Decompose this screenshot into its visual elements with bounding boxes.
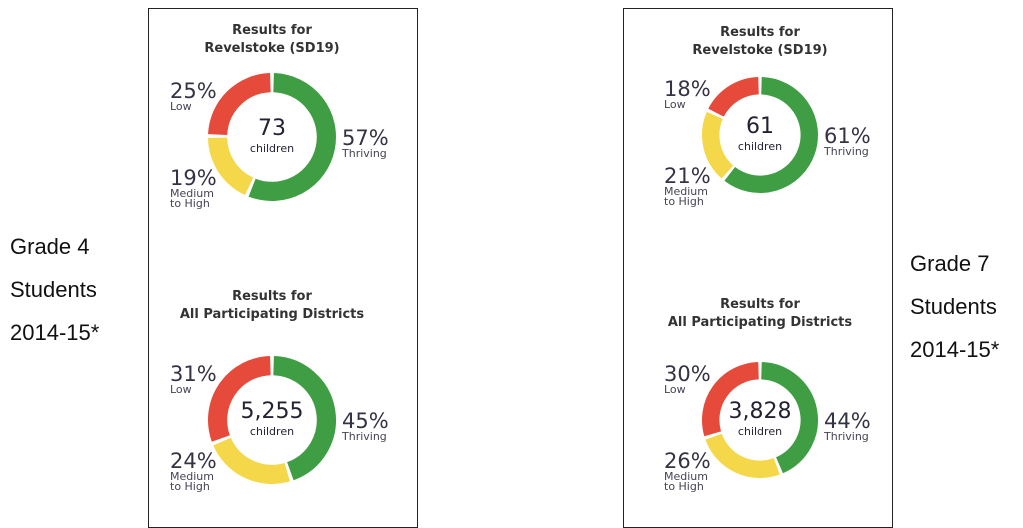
value-label: 25%	[170, 79, 217, 103]
category-label: Low	[170, 100, 192, 113]
donut-segment	[208, 137, 254, 196]
side-label: Students	[10, 277, 97, 302]
value-label: 21%	[664, 164, 711, 188]
donuts	[208, 73, 818, 484]
donut-segment	[213, 437, 290, 484]
category-label: Thriving	[824, 430, 869, 443]
category-label: Medium to High	[170, 187, 214, 210]
category-label: Medium to High	[664, 185, 708, 208]
center-total: 61	[746, 114, 774, 139]
center-total: 5,255	[240, 399, 304, 424]
category-label: Thriving	[342, 430, 387, 443]
donut-segment	[724, 77, 818, 193]
category-label: Thriving	[824, 145, 869, 158]
donut-segment	[702, 362, 760, 437]
chart-title: All Participating Districts	[667, 315, 853, 330]
chart-title: Results for	[232, 289, 312, 304]
donut-segment	[208, 356, 272, 442]
donut-segment	[705, 433, 780, 478]
donut-segment	[248, 73, 336, 201]
value-label: 19%	[170, 166, 217, 190]
center-unit: children	[249, 142, 295, 155]
center-total: 73	[258, 116, 286, 141]
value-label: 18%	[664, 77, 711, 101]
chart-title: Revelstoke (SD19)	[204, 41, 340, 56]
chart-title: Results for	[232, 23, 312, 38]
side-label: Grade 4	[10, 234, 90, 259]
category-label: Low	[170, 383, 192, 396]
chart-title: Results for	[720, 297, 800, 312]
value-label: 31%	[170, 362, 217, 386]
value-label: 45%	[342, 409, 389, 433]
side-label: Grade 7	[910, 251, 990, 276]
side-label: 2014-15*	[910, 337, 1000, 362]
value-label: 30%	[664, 362, 711, 386]
chart-title: Revelstoke (SD19)	[692, 43, 828, 58]
chart-title: Results for	[720, 25, 800, 40]
donut-segment	[708, 77, 760, 117]
donut-segment	[760, 362, 818, 474]
center-unit: children	[737, 140, 783, 153]
category-label: Low	[664, 98, 686, 111]
category-label: Low	[664, 383, 686, 396]
donut-segment	[208, 73, 272, 136]
center-unit: children	[737, 425, 783, 438]
value-label: 26%	[664, 449, 711, 473]
center-unit: children	[249, 425, 295, 438]
category-label: Medium to High	[664, 470, 708, 493]
screenshot: Grade 4 Students 2014-15* Grade 7 Students 20…	[10, 8, 1000, 528]
side-label: Students	[910, 294, 997, 319]
value-label: 44%	[824, 409, 871, 433]
value-label: 57%	[342, 126, 389, 150]
value-label: 61%	[824, 124, 871, 148]
center-total: 3,828	[728, 399, 792, 424]
donut-segment	[272, 356, 336, 481]
side-label: 2014-15*	[10, 320, 100, 345]
value-label: 24%	[170, 449, 217, 473]
category-label: Medium to High	[170, 470, 214, 493]
chart-title: All Participating Districts	[179, 307, 365, 322]
donut-segment	[702, 111, 734, 179]
category-label: Thriving	[342, 147, 387, 160]
